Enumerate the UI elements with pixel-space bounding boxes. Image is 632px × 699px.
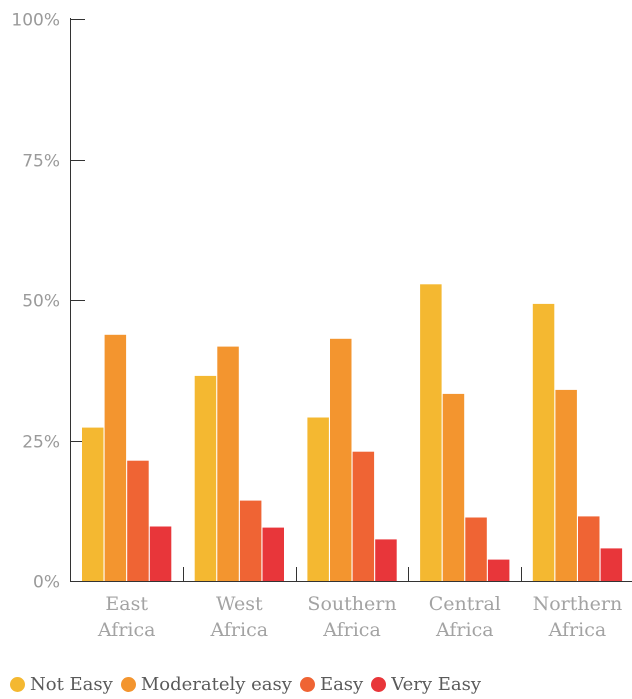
bar-not-easy — [420, 284, 442, 581]
legend: Not Easy Moderately easy Easy Very Easy — [10, 674, 489, 695]
y-axis-ticks: 0% 25% 50% 75% 100% — [11, 11, 85, 593]
bar-easy — [352, 451, 375, 581]
bar-easy — [239, 500, 262, 581]
legend-label: Very Easy — [391, 674, 481, 695]
bar-very-easy — [600, 548, 623, 581]
legend-label: Easy — [319, 674, 364, 695]
bar-moderately-easy — [217, 346, 239, 581]
legend-item: Very Easy — [371, 674, 481, 695]
legend-label: Not Easy — [30, 674, 113, 695]
x-tick-label: Africa — [548, 619, 607, 641]
bar-not-easy — [307, 417, 329, 581]
legend-item: Not Easy — [10, 674, 113, 695]
y-tick-label: 100% — [11, 11, 60, 31]
x-tick-label: Africa — [435, 619, 494, 641]
bar-easy — [127, 460, 149, 581]
x-tick-label: East — [105, 593, 148, 615]
bar-moderately-easy — [555, 389, 577, 581]
x-tick-label: Central — [429, 593, 501, 615]
bar-moderately-easy — [330, 338, 352, 581]
legend-swatch — [10, 677, 25, 692]
bar-easy — [578, 516, 600, 581]
bar-moderately-easy — [104, 334, 127, 581]
x-tick-label: West — [216, 593, 263, 615]
bars-group — [82, 284, 623, 581]
bar-not-easy — [194, 375, 217, 581]
legend-item: Moderately easy — [120, 674, 292, 695]
bar-very-easy — [375, 539, 397, 581]
legend-swatch — [120, 677, 136, 692]
bar-very-easy — [487, 559, 510, 581]
legend-item: Easy — [299, 674, 364, 695]
x-tick-label: Africa — [97, 619, 156, 641]
y-tick-label: 25% — [22, 433, 60, 453]
bar-moderately-easy — [442, 393, 465, 581]
legend-swatch — [299, 677, 315, 692]
bar-very-easy — [149, 526, 172, 581]
x-tick-label: Northern — [533, 593, 623, 615]
y-tick-label: 0% — [33, 573, 60, 593]
bar-not-easy — [82, 427, 104, 581]
x-tick-label: Africa — [210, 619, 269, 641]
bar-not-easy — [532, 303, 555, 581]
bar-easy — [465, 517, 487, 581]
bar-very-easy — [262, 527, 284, 581]
legend-swatch — [371, 677, 387, 692]
y-tick-label: 50% — [22, 292, 60, 312]
x-axis-ticks — [183, 567, 522, 581]
y-tick-label: 75% — [22, 152, 60, 172]
category-labels: East Africa West Africa Southern Africa Centra… — [97, 593, 622, 641]
x-tick-label: Southern — [307, 593, 396, 615]
x-tick-label: Africa — [322, 619, 381, 641]
legend-label: Moderately easy — [140, 674, 292, 695]
